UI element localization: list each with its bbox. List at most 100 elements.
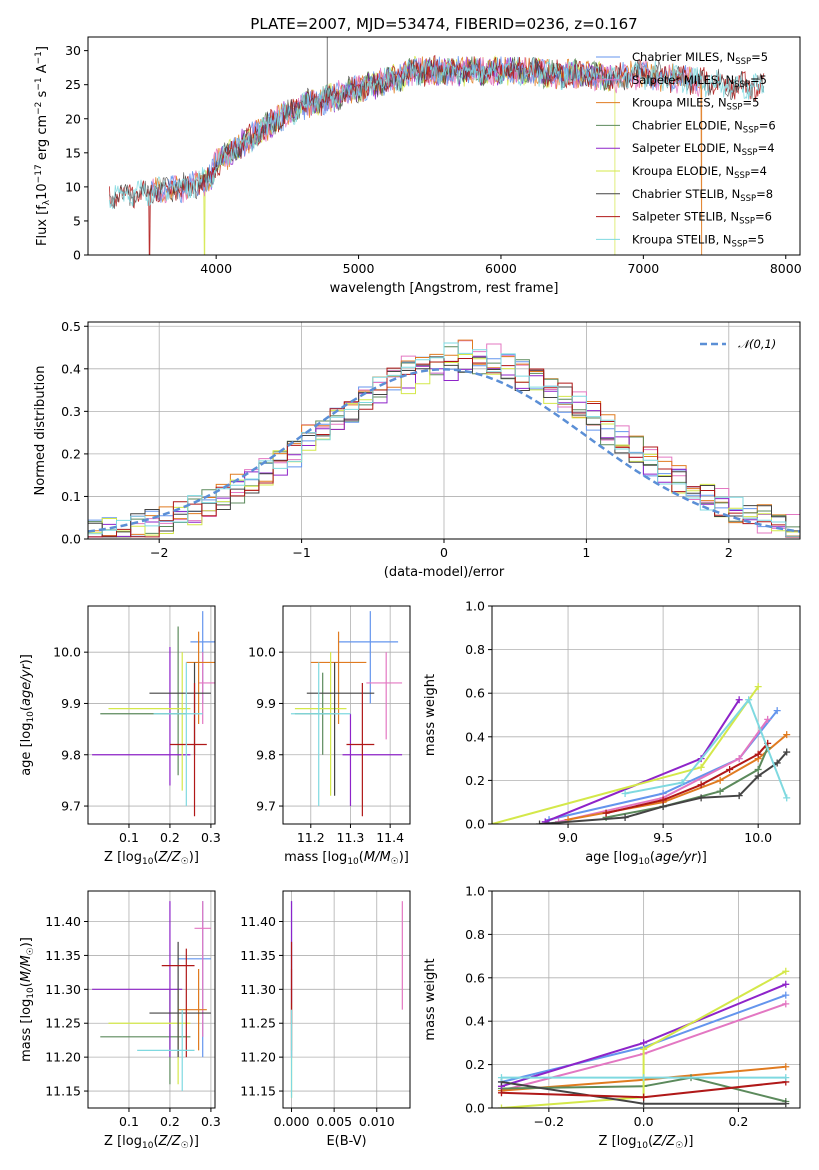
y-tick-label: 30 [65, 43, 81, 58]
weight-marker [697, 794, 705, 802]
y-tick-label: 0.2 [61, 446, 81, 461]
plot-area-z-weight [497, 967, 790, 1108]
panels-group: Chabrier MILES, NSSP=5 Salpeter MILES, NS… [19, 36, 802, 1151]
x-tick-label: 10.0 [744, 830, 772, 845]
y-tick-label: 9.8 [256, 747, 276, 762]
weight-marker [735, 792, 743, 800]
y-tick-label: 0.6 [465, 970, 485, 985]
weight-marker [745, 696, 753, 704]
x-tick-label: −0.2 [534, 1114, 564, 1129]
x-tick-label: 11.3 [337, 830, 365, 845]
weight-marker [773, 759, 781, 767]
plot-area-spectrum [109, 37, 765, 255]
y-tick-label: 0.8 [465, 642, 485, 657]
x-tick-label: 0.000 [274, 1114, 310, 1129]
weight-marker [497, 1074, 505, 1082]
y-tick-label: 0.0 [61, 532, 81, 547]
weight-marker [640, 1100, 648, 1108]
weight-line [558, 718, 769, 823]
panel-age-weight: 9.0 9.5 10.0 0.0 0.2 0.4 0.6 0.8 1.0 age [log10(a… [423, 599, 801, 867]
x-tick-label: 0.1 [119, 1114, 139, 1129]
normal-reference-curve [88, 368, 800, 533]
x-tick-label: 0.1 [119, 830, 139, 845]
weight-marker [621, 813, 629, 821]
legend-entry: 𝒩(0,1) [738, 337, 776, 351]
errorbar-point [169, 682, 207, 817]
plot-area-residuals [88, 339, 800, 538]
weight-marker [754, 683, 762, 691]
panel-spectrum: Chabrier MILES, NSSP=5 Salpeter MILES, NS… [34, 36, 802, 296]
y-tick-label: 0.5 [61, 319, 81, 334]
errorbar-point [294, 652, 347, 796]
axes-frame [87, 605, 216, 825]
y-tick-label: 11.30 [45, 982, 81, 997]
y-tick-label: 0.4 [465, 1014, 485, 1029]
y-tick-label: 9.7 [61, 799, 81, 814]
errorbar-point [149, 941, 211, 1058]
y-tick-label: 11.30 [240, 982, 276, 997]
y-tick-label: 10.0 [248, 645, 276, 660]
y-tick-label: 0.0 [465, 1101, 485, 1116]
x-tick-label: 0.0 [634, 1114, 654, 1129]
errorbar-point [161, 948, 195, 1058]
x-tick-label: 0.3 [201, 830, 221, 845]
weight-line [501, 1076, 787, 1103]
weight-marker [773, 707, 781, 715]
weight-line [548, 709, 778, 821]
legend-entry: Chabrier ELODIE, NSSP=6 [632, 118, 776, 135]
y-axis-label: mass weight [423, 958, 438, 1040]
weight-marker [782, 1063, 790, 1071]
errorbar-point [306, 662, 375, 796]
weight-marker [735, 755, 743, 763]
weight-marker [678, 779, 686, 787]
spectrum-line [109, 57, 765, 210]
x-tick-label: 5000 [343, 261, 375, 276]
errorbar-point [290, 662, 351, 807]
y-tick-label: 0.6 [465, 686, 485, 701]
weight-marker [735, 696, 743, 704]
weight-marker [716, 776, 724, 784]
y-tick-label: 11.20 [240, 1050, 276, 1065]
y-axis-label: Flux [fλ10−17 erg cm−2 s−1 A−1] [34, 46, 52, 246]
errorbar-point [178, 968, 207, 1051]
y-tick-label: 0.3 [61, 404, 81, 419]
weight-marker [640, 1039, 648, 1047]
axes-frame [491, 890, 801, 1109]
y-tick-label: 0.2 [465, 773, 485, 788]
x-tick-label: 0.010 [359, 1114, 395, 1129]
weight-marker [497, 1089, 505, 1097]
axes-frame [282, 605, 411, 825]
x-tick-label: 0.3 [201, 1114, 221, 1129]
weight-marker [697, 763, 705, 771]
weight-marker [659, 796, 667, 804]
weight-marker [782, 980, 790, 988]
y-tick-label: 11.15 [240, 1084, 276, 1099]
x-tick-label: 2 [725, 545, 733, 560]
weight-marker [783, 794, 791, 802]
weight-marker [697, 781, 705, 789]
legend-entry: Salpeter ELODIE, NSSP=4 [632, 141, 775, 158]
plot-area-ebv-mass [290, 901, 403, 1098]
weight-marker [782, 967, 790, 975]
y-tick-label: 0.4 [61, 361, 81, 376]
histogram-step [88, 342, 800, 537]
x-axis-label: E(B-V) [326, 1134, 366, 1149]
x-tick-label: 0.2 [160, 1114, 180, 1129]
spectrum-line [109, 57, 765, 209]
weight-line [605, 742, 769, 815]
axes-frame [491, 605, 801, 825]
x-tick-label: 0.2 [160, 830, 180, 845]
legend-entry: Salpeter MILES, NSSP=5 [632, 73, 767, 90]
errorbar-point [153, 662, 203, 807]
y-tick-label: 0.1 [61, 489, 81, 504]
weight-marker [726, 766, 734, 773]
y-tick-label: 5 [73, 213, 81, 228]
errorbar-point [108, 652, 191, 791]
errorbar-point [366, 652, 403, 740]
y-tick-label: 0.2 [465, 1057, 485, 1072]
weight-marker [782, 1100, 790, 1108]
y-axis-label: age [log10(age/yr)] [19, 654, 36, 776]
y-tick-label: 0.0 [465, 817, 485, 832]
x-tick-label: −2 [150, 545, 168, 560]
